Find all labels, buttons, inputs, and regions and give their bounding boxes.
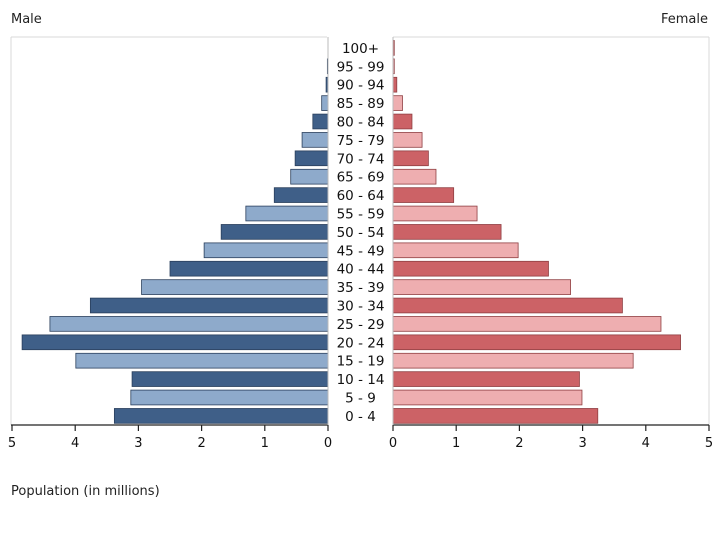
male-bar	[273, 187, 329, 203]
female-bar	[392, 224, 502, 240]
age-group-label: 85 - 89	[337, 96, 385, 112]
x-tick-label: 3	[134, 436, 142, 451]
age-group-label: 30 - 34	[337, 299, 385, 315]
female-bar	[392, 297, 623, 314]
male-bar	[321, 95, 329, 111]
x-tick-label: 2	[197, 436, 205, 451]
female-bar	[392, 95, 403, 111]
x-tick-label: 4	[71, 436, 79, 451]
age-group-label: 35 - 39	[337, 280, 385, 296]
age-group-label: 90 - 94	[337, 78, 385, 94]
female-bar	[392, 150, 429, 167]
male-bar	[141, 279, 329, 295]
age-group-label: 55 - 59	[337, 207, 385, 223]
x-tick-label: 1	[452, 436, 460, 451]
age-group-label: 5 - 9	[345, 391, 376, 407]
male-bar	[130, 389, 329, 406]
female-bar	[392, 113, 413, 130]
female-bar	[392, 352, 634, 369]
x-axes: 5 4 3 2 1 0 0 1 2 3 4 5	[8, 37, 713, 451]
age-group-label: 95 - 99	[337, 59, 385, 75]
age-group-label: 50 - 54	[337, 225, 385, 241]
female-bar	[392, 279, 571, 295]
female-side-label: Female	[661, 12, 708, 27]
age-group-label: 20 - 24	[337, 335, 385, 351]
female-bar	[392, 76, 398, 93]
female-bar	[392, 168, 437, 185]
female-bars	[392, 40, 681, 424]
x-tick-label: 2	[515, 436, 523, 451]
x-tick-label: 0	[324, 436, 332, 451]
male-bar	[75, 352, 329, 369]
male-bar	[203, 242, 329, 259]
age-group-label: 100+	[342, 41, 379, 57]
age-group-label: 70 - 74	[337, 151, 385, 167]
male-bar	[312, 113, 329, 130]
female-bar	[392, 187, 455, 203]
male-bars	[21, 58, 329, 424]
age-labels: 100+ 95 - 99 90 - 94 85 - 89 80 - 84 75 - 79 7…	[337, 41, 385, 425]
age-group-label: 75 - 79	[337, 133, 385, 149]
female-panel-frame	[393, 36, 710, 425]
male-bar	[169, 260, 329, 277]
male-panel-frame	[10, 36, 327, 425]
female-bar	[392, 242, 519, 259]
x-tick-label: 3	[578, 436, 586, 451]
x-tick-label: 0	[389, 436, 397, 451]
female-bar	[392, 408, 599, 424]
male-bar	[245, 205, 329, 222]
x-axis-title: Population (in millions)	[11, 484, 160, 499]
female-bar	[392, 389, 583, 406]
male-bar	[131, 371, 329, 387]
male-bar	[49, 316, 329, 332]
x-tick-label: 4	[642, 436, 650, 451]
male-bar	[89, 297, 329, 314]
female-bar	[392, 371, 580, 387]
male-bar	[220, 224, 329, 240]
male-bar	[290, 168, 329, 185]
age-group-label: 80 - 84	[337, 115, 385, 131]
male-side-label: Male	[11, 12, 42, 27]
age-group-label: 0 - 4	[345, 409, 376, 425]
female-bar	[392, 334, 681, 351]
female-bar	[392, 316, 662, 332]
age-group-label: 10 - 14	[337, 372, 385, 388]
male-bar	[301, 132, 329, 148]
male-bar	[21, 334, 329, 351]
age-group-label: 15 - 19	[337, 354, 385, 370]
age-group-label: 60 - 64	[337, 188, 385, 204]
male-bar	[113, 408, 329, 424]
female-bar	[392, 205, 478, 222]
female-bar	[392, 260, 549, 277]
age-group-label: 25 - 29	[337, 317, 385, 333]
male-bar	[294, 150, 329, 167]
age-group-label: 40 - 44	[337, 262, 385, 278]
x-tick-label: 1	[261, 436, 269, 451]
x-tick-label: 5	[8, 436, 16, 451]
x-tick-label: 5	[705, 436, 713, 451]
age-group-label: 45 - 49	[337, 243, 385, 259]
female-bar	[392, 132, 423, 148]
age-group-label: 65 - 69	[337, 170, 385, 186]
